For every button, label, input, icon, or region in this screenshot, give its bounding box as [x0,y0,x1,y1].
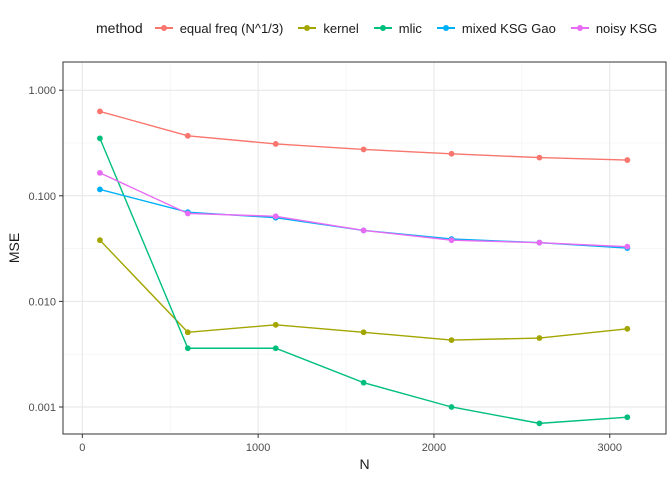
legend-key-dot [304,25,311,31]
legend-item: kernel [296,20,359,36]
series-4 [97,169,631,250]
data-point [624,414,631,421]
legend-item: equal freq (N^1/3) [153,20,284,36]
legend-title: method [96,20,143,36]
data-point [184,329,191,336]
legend-key [372,22,394,34]
data-point [536,239,543,246]
legend-label: equal freq (N^1/3) [179,20,284,36]
x-axis-title: N [359,456,369,472]
legend-key-dot [442,25,449,31]
data-point [624,243,631,250]
data-point [448,237,455,244]
grid-lines [63,62,666,434]
legend-label: noisy KSG [595,20,658,36]
legend-item: mlic [372,21,422,36]
y-axis-title: MSE [6,233,22,263]
legend-item: noisy KSG [569,21,657,36]
data-point [272,321,279,328]
x-tick-label: 3000 [598,442,622,454]
data-point [97,135,103,142]
legend-key [296,22,318,34]
legend-key-dot [379,25,386,31]
legend-label: mixed KSG Gao [461,20,556,36]
x-tick-label: 0 [79,442,85,454]
data-point [536,154,543,161]
data-point [272,213,279,220]
panel-border [62,61,667,435]
data-point [624,325,631,332]
legend-label: mlic [398,20,422,36]
data-point [97,108,103,115]
data-point [624,157,631,163]
data-point [360,227,367,234]
y-tick-label: 1.000 [28,85,56,97]
legend-key-dot [576,25,583,31]
data-point [272,141,279,147]
data-point [360,146,367,153]
data-point [184,210,191,217]
legend-key [435,22,457,34]
legend-items: equal freq (N^1/3) kernel mlic mixed KSG Ga… [153,21,671,36]
legend-key [153,22,175,34]
series-line [99,110,628,161]
y-tick-label: 0.100 [28,191,56,203]
series-1 [97,237,631,344]
legend-label: kernel [323,20,359,36]
data-point [360,379,367,386]
series-2 [97,135,631,427]
data-point [272,345,279,352]
legend-key [569,22,591,34]
x-tick-label: 2000 [422,442,446,454]
data-point [360,329,367,336]
data-point [536,335,543,341]
data-point [448,404,455,410]
legend: method equal freq (N^1/3) kernel mlic mixed… [96,18,670,38]
x-tick-label: 1000 [246,442,270,454]
data-point [97,237,103,244]
series-line [99,172,628,248]
data-point [97,169,103,176]
data-point [448,337,455,344]
series-line [99,188,628,249]
series-0 [97,108,631,163]
data-point [448,150,455,157]
legend-key-dot [160,25,167,31]
series-line [99,239,628,341]
legend-item: mixed KSG Gao [435,21,556,36]
y-tick-label: 0.010 [28,296,56,308]
data-point [536,420,543,427]
data-point [184,132,191,139]
data-point [97,186,103,193]
y-tick-label: 0.001 [28,402,56,414]
data-point [184,345,191,352]
